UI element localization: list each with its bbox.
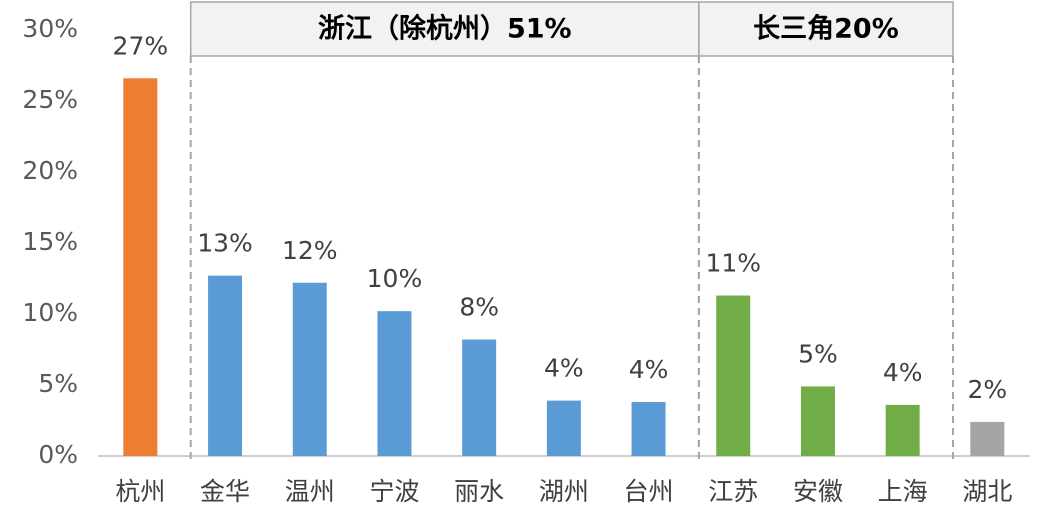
value-label: 8% [459, 293, 499, 322]
bar [970, 421, 1005, 456]
bar [885, 404, 920, 456]
value-label: 4% [544, 354, 584, 383]
x-tick-label: 上海 [878, 477, 928, 506]
x-tick-label: 安徽 [793, 477, 843, 506]
value-label: 27% [113, 31, 169, 60]
bar [631, 402, 666, 456]
y-tick-label: 5% [38, 369, 78, 398]
x-tick-label: 金华 [200, 477, 250, 506]
value-label: 13% [197, 229, 253, 258]
y-tick-label: 20% [22, 156, 78, 185]
y-tick-label: 30% [22, 14, 78, 43]
x-tick-label: 杭州 [115, 477, 165, 506]
bar [208, 275, 243, 456]
value-label: 5% [798, 339, 838, 368]
value-label: 12% [282, 236, 338, 265]
bar [716, 295, 751, 456]
group-label: 长三角20% [753, 13, 899, 45]
bar [292, 282, 327, 456]
value-label: 11% [705, 249, 761, 278]
bar [377, 311, 412, 456]
x-tick-label: 湖北 [962, 477, 1012, 506]
x-tick-label: 江苏 [708, 477, 758, 506]
y-tick-label: 15% [22, 227, 78, 256]
group-label: 浙江（除杭州）51% [318, 13, 572, 45]
bar [462, 339, 497, 456]
y-tick-label: 25% [22, 85, 78, 114]
x-tick-label: 温州 [285, 477, 335, 506]
y-tick-label: 10% [22, 298, 78, 327]
value-label: 10% [367, 264, 423, 293]
x-tick-label: 湖州 [539, 477, 589, 506]
y-tick-label: 0% [38, 440, 78, 469]
x-tick-label: 宁波 [369, 477, 419, 506]
x-tick-label: 丽水 [454, 477, 504, 506]
x-tick-label: 台州 [624, 477, 674, 506]
bar [546, 400, 581, 456]
group-box [698, 1, 954, 57]
value-label: 2% [968, 375, 1008, 404]
bar [123, 78, 158, 456]
value-label: 4% [629, 355, 669, 384]
value-label: 4% [883, 358, 923, 387]
bar [800, 386, 835, 456]
